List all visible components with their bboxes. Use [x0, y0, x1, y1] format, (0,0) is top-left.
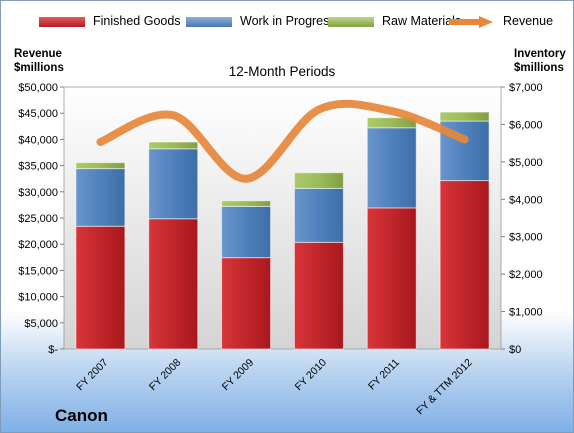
right-axis-label-line1: Inventory [514, 48, 566, 60]
bar-work-in-progress [293, 187, 344, 243]
category-label: FY 2011 [366, 357, 402, 393]
left-tick-label: $35,000 [18, 161, 58, 173]
chart-title: 12-Month Periods [229, 64, 336, 79]
right-axis-label: Inventory $millions [514, 47, 566, 75]
left-axis-label: Revenue $millions [14, 47, 64, 75]
right-tick-label: $2,000 [509, 269, 543, 281]
right-tick-label: $1,000 [509, 307, 543, 319]
left-axis-label-line2: $millions [14, 62, 64, 74]
bar-work-in-progress [221, 205, 272, 259]
right-tick-label: $3,000 [509, 232, 543, 244]
category-label: FY 2009 [220, 357, 257, 394]
bar-work-in-progress [366, 127, 417, 209]
left-tick-label: $40,000 [18, 134, 58, 146]
legend-revenue: Revenue [448, 14, 554, 29]
legend-swatch-work-in-progress [186, 16, 232, 27]
right-tick-label: $7,000 [509, 82, 543, 94]
bar-raw-materials [75, 162, 126, 170]
bar-finished-goods [366, 207, 417, 350]
right-tick-label: $6,000 [509, 119, 543, 131]
bar-raw-materials [293, 172, 344, 189]
bar-finished-goods [293, 241, 344, 350]
bar-raw-materials [148, 141, 199, 150]
category-label: FY & TTM 2012 [414, 357, 475, 418]
left-axis-label-line1: Revenue [14, 48, 62, 60]
legend-label-raw-materials: Raw Materials [382, 14, 462, 28]
left-tick-label: $20,000 [18, 239, 58, 251]
revenue-line [96, 99, 469, 183]
left-tick-label: $50,000 [18, 82, 58, 94]
left-tick-label: $- [48, 344, 58, 356]
bar-finished-goods [439, 180, 490, 350]
left-tick-label: $10,000 [18, 292, 58, 304]
bar-finished-goods [75, 225, 126, 350]
legend-raw-materials: Raw Materials [328, 14, 461, 28]
left-tick-label: $5,000 [24, 318, 58, 330]
legend-swatch-finished-goods [39, 16, 85, 27]
right-axis-label-line2: $millions [514, 62, 564, 74]
category-label: FY 2007 [74, 357, 111, 394]
bar-finished-goods [148, 218, 199, 350]
right-tick-label: $0 [509, 344, 521, 356]
plot-area [63, 86, 502, 350]
right-tick-label: $4,000 [509, 194, 543, 206]
legend-label-revenue: Revenue [503, 14, 554, 28]
bar-work-in-progress [148, 148, 199, 220]
bar-finished-goods [221, 257, 272, 350]
left-tick-label: $25,000 [18, 213, 58, 225]
bar-raw-materials [439, 111, 490, 122]
left-tick-label: $30,000 [18, 187, 58, 199]
left-tick-label: $45,000 [18, 108, 58, 120]
left-tick-label: $15,000 [18, 265, 58, 277]
bar-raw-materials [221, 200, 272, 207]
legend-swatch-revenue [448, 15, 493, 28]
right-tick-label: $5,000 [509, 157, 543, 169]
category-label: FY 2010 [293, 357, 330, 394]
legend-swatch-raw-materials [328, 16, 374, 27]
legend-work-in-progress: Work in Progress [186, 14, 336, 28]
category-label: FY 2008 [147, 357, 184, 394]
company-name: Canon [55, 406, 108, 425]
legend-label-finished-goods: Finished Goods [93, 14, 181, 28]
bar-work-in-progress [75, 168, 126, 227]
legend-label-work-in-progress: Work in Progress [240, 14, 336, 28]
legend-finished-goods: Finished Goods [39, 14, 181, 28]
